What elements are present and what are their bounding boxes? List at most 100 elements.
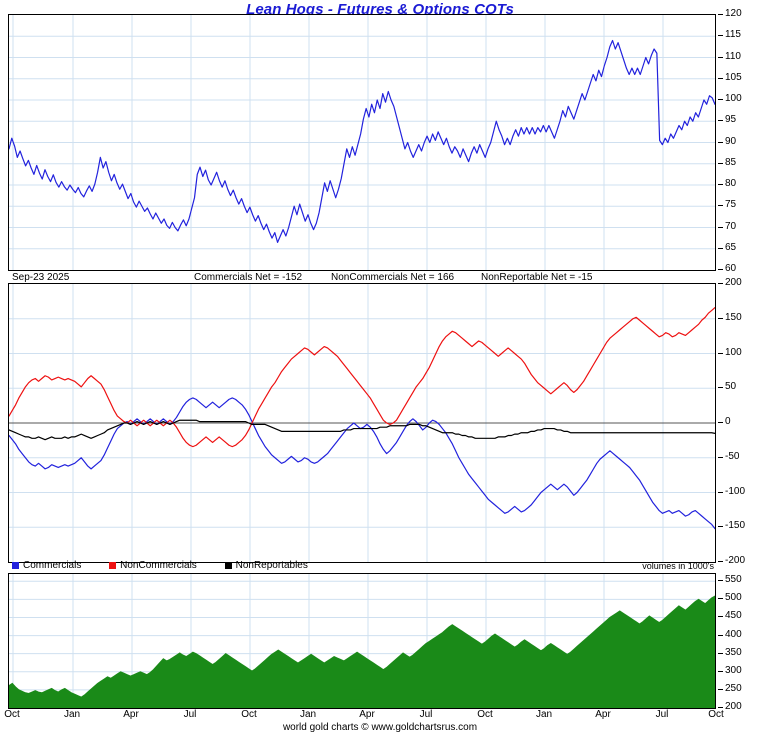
legend-item-noncommercials: NonCommercials xyxy=(109,560,197,571)
y-tick-mark xyxy=(718,247,723,249)
cot-y-axis: -200 -150 -100 -50 0 50 100 150 200 xyxy=(718,278,760,566)
y-tick-label: 350 xyxy=(725,646,742,658)
cot-header: Sep-23 2025 Commercials Net = -152 NonCo… xyxy=(9,272,716,284)
y-tick-label: 0 xyxy=(725,416,731,427)
y-tick-label: 105 xyxy=(725,71,742,83)
legend-item-nonreportables: NonReportables xyxy=(224,560,308,571)
y-tick-mark xyxy=(718,616,723,618)
y-tick-label: 50 xyxy=(725,381,737,393)
y-tick-mark xyxy=(718,56,723,58)
y-tick-label: 100 xyxy=(725,93,742,104)
cot-legend: Commercials NonCommercials NonReportable… xyxy=(12,560,333,571)
y-tick-label: 115 xyxy=(725,29,741,41)
y-tick-mark xyxy=(718,77,723,79)
y-tick-mark xyxy=(718,387,723,389)
x-tick-label: Oct xyxy=(708,709,724,720)
y-tick-label: 250 xyxy=(725,682,742,694)
y-tick-mark xyxy=(718,226,723,228)
x-tick-label: Jan xyxy=(299,709,317,720)
y-tick-mark xyxy=(718,120,723,122)
open-interest-y-axis: 200 250 300 350 400 450 500 550 xyxy=(718,573,760,712)
x-tick-label: Jan xyxy=(535,709,553,720)
y-tick-mark xyxy=(718,598,723,600)
x-axis-labels: Oct Jan Apr Jul Oct Jan Apr Jul Oct Jan Apr Jul Oct xyxy=(0,709,760,725)
y-tick-label: 200 xyxy=(725,701,742,712)
y-tick-mark xyxy=(718,491,723,493)
volumes-note: volumes in 1000's xyxy=(642,561,714,571)
footer-credit: world gold charts © www.goldchartsrus.co… xyxy=(282,722,478,733)
y-tick-label: 75 xyxy=(725,199,737,211)
y-tick-mark xyxy=(718,162,723,164)
x-tick-label: Oct xyxy=(241,709,257,720)
y-tick-mark xyxy=(718,352,723,354)
x-tick-label: Apr xyxy=(123,709,139,720)
price-plot xyxy=(9,15,715,270)
nonreportables-swatch-icon xyxy=(224,562,232,569)
y-tick-mark xyxy=(718,422,723,423)
y-tick-mark xyxy=(718,317,723,319)
cot-panel xyxy=(8,283,716,563)
x-tick-label: Jul xyxy=(419,709,433,720)
y-tick-mark xyxy=(718,14,723,15)
x-tick-label: Jul xyxy=(183,709,197,720)
noncommercials-swatch-icon xyxy=(109,562,117,569)
legend-label-noncommercials: NonCommercials xyxy=(120,560,197,571)
page-title: Lean Hogs - Futures & Options COTs xyxy=(246,1,514,18)
cot-noncommercials-net: NonCommercials Net = 166 xyxy=(331,272,455,283)
y-tick-mark xyxy=(718,141,723,143)
x-tick-label: Apr xyxy=(595,709,611,720)
y-tick-label: 60 xyxy=(725,263,737,274)
x-tick-label: Jan xyxy=(63,709,81,720)
y-tick-mark xyxy=(718,688,723,690)
x-tick-label: Apr xyxy=(359,709,375,720)
y-tick-mark xyxy=(718,707,723,708)
y-tick-label: 85 xyxy=(725,156,737,168)
y-tick-label: 90 xyxy=(725,135,737,147)
y-tick-mark xyxy=(718,205,723,207)
price-y-axis: 60 65 70 75 80 85 90 95 100 105 110 115 120 xyxy=(718,9,760,274)
cot-date: Sep-23 2025 xyxy=(12,272,70,283)
cot-nonreportable-net: NonReportable Net = -15 xyxy=(481,272,593,283)
y-tick-label: 65 xyxy=(725,241,737,253)
y-tick-label: 450 xyxy=(725,610,742,622)
y-tick-label: 300 xyxy=(725,664,742,676)
y-tick-label: 150 xyxy=(725,311,742,323)
y-tick-label: -100 xyxy=(725,485,746,497)
y-tick-label: 110 xyxy=(725,50,741,62)
y-tick-label: 200 xyxy=(725,277,742,288)
price-panel xyxy=(8,14,716,271)
cot-plot xyxy=(9,284,715,562)
y-tick-label: 100 xyxy=(725,346,742,358)
y-tick-mark xyxy=(718,283,723,284)
x-tick-label: Oct xyxy=(4,709,20,720)
x-tick-label: Jul xyxy=(655,709,669,720)
y-tick-label: 95 xyxy=(725,114,737,126)
y-tick-label: 120 xyxy=(725,8,742,19)
y-tick-mark xyxy=(718,269,723,270)
y-tick-label: -50 xyxy=(725,450,740,462)
y-tick-mark xyxy=(718,580,723,582)
y-tick-label: -150 xyxy=(725,520,746,532)
y-tick-mark xyxy=(718,184,723,185)
y-tick-mark xyxy=(718,35,723,37)
commercials-swatch-icon xyxy=(12,562,19,569)
y-tick-mark xyxy=(718,652,723,654)
y-tick-label: 70 xyxy=(725,220,737,232)
y-tick-label: 550 xyxy=(725,574,742,586)
y-tick-mark xyxy=(718,99,723,100)
legend-label-commercials: Commercials xyxy=(23,560,82,571)
y-tick-label: 80 xyxy=(725,178,737,189)
y-tick-mark xyxy=(718,456,723,458)
open-interest-plot xyxy=(9,574,715,708)
y-tick-label: 400 xyxy=(725,628,742,640)
cot-commercials-net: Commercials Net = -152 xyxy=(194,272,303,283)
legend-item-commercials: Commercials xyxy=(12,560,81,571)
y-tick-mark xyxy=(718,561,723,562)
y-tick-mark xyxy=(718,670,723,672)
y-tick-mark xyxy=(718,526,723,528)
x-tick-label: Oct xyxy=(477,709,493,720)
y-tick-label: 500 xyxy=(725,592,742,604)
legend-label-nonreportables: NonReportables xyxy=(235,560,308,571)
y-tick-mark xyxy=(718,634,723,636)
